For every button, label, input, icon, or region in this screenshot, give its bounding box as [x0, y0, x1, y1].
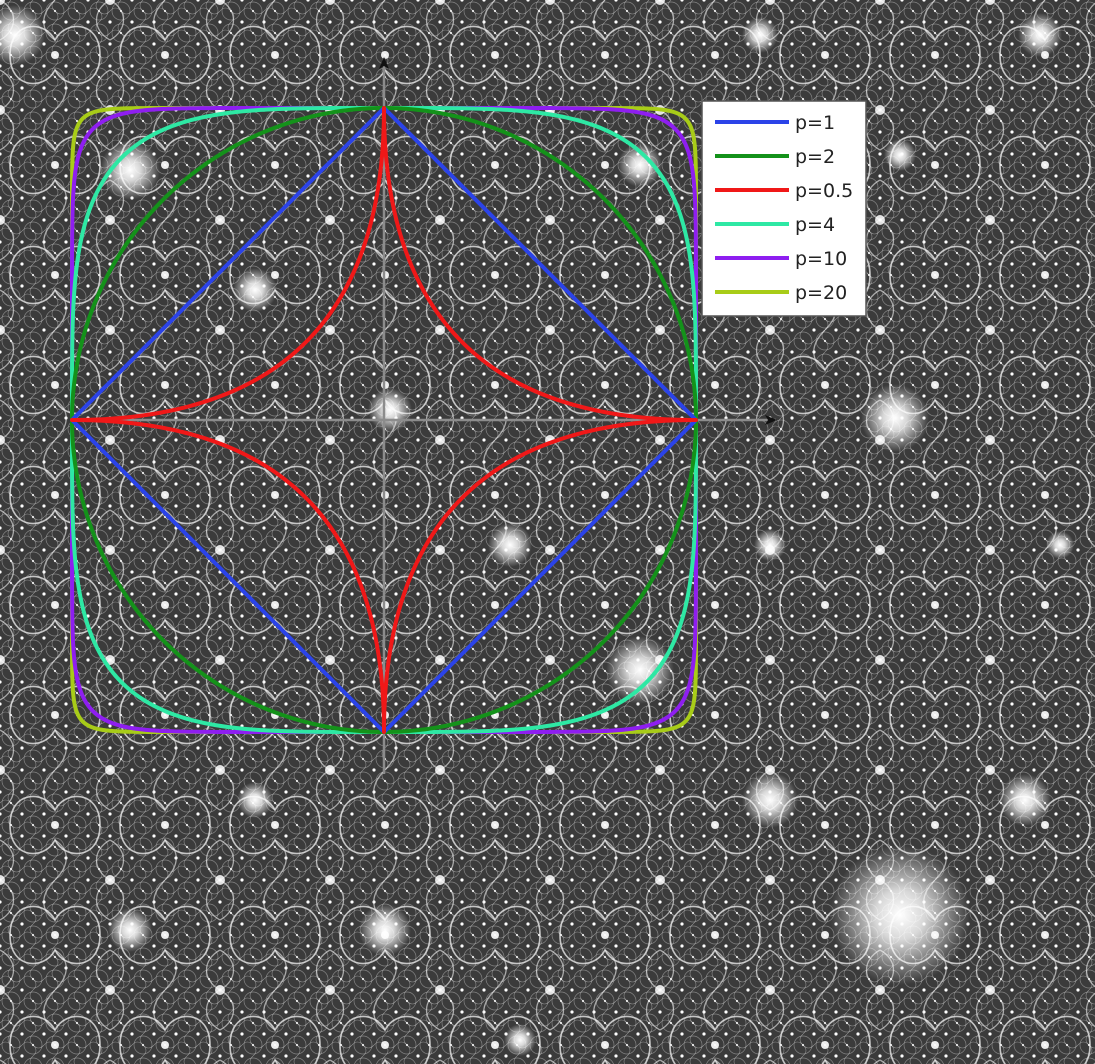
legend-label: p=20 [795, 282, 847, 304]
legend-label: p=10 [795, 248, 847, 270]
legend-label: p=4 [795, 214, 835, 236]
unit-ball-curves [70, 106, 698, 734]
legend-box [701, 100, 867, 317]
legend-label: p=1 [795, 112, 835, 134]
legend-label: p=2 [795, 146, 835, 168]
legend-label: p=0.5 [795, 180, 853, 202]
curve-p-0_5 [70, 106, 698, 734]
legend: p=1 p=2 p=0.5 p=4 p=10 p=20 [701, 100, 867, 317]
